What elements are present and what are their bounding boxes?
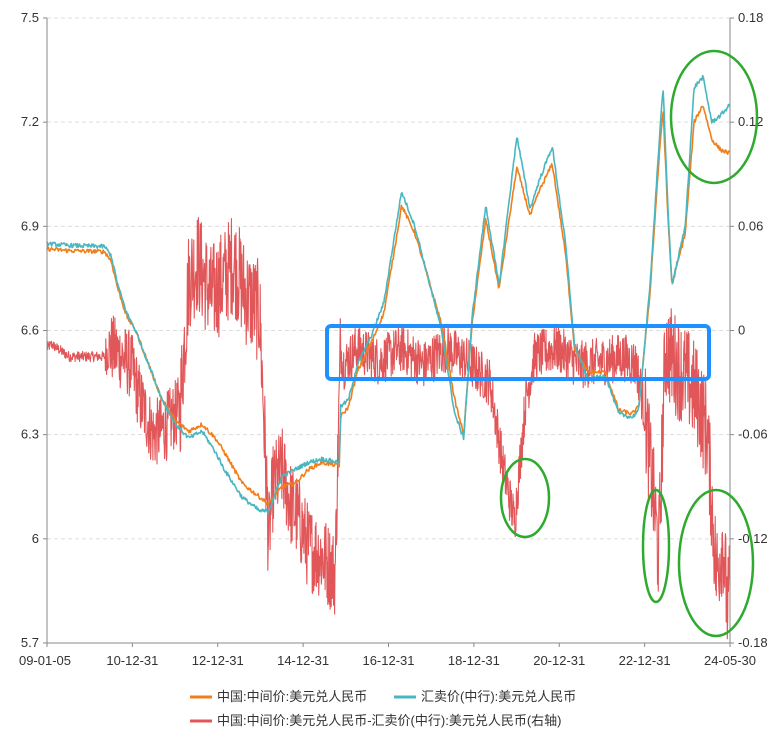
x-tick-label-2: 12-12-31: [192, 653, 244, 668]
left-tick-label-1: 6: [32, 531, 39, 546]
legend-label-1: 汇卖价(中行):美元兑人民币: [421, 689, 576, 704]
legend-label-0: 中国:中间价:美元兑人民币: [217, 689, 367, 704]
x-tick-label-1: 10-12-31: [106, 653, 158, 668]
x-tick-label-5: 18-12-31: [448, 653, 500, 668]
annotation-ellipse-3: [677, 488, 755, 638]
legend: 中国:中间价:美元兑人民币 汇卖价(中行):美元兑人民币中国:中间价:美元兑人民币…: [190, 689, 576, 728]
series-lines: [46, 74, 731, 640]
annotation-rectangle-0: [325, 324, 711, 381]
right-tick-label-3: 0: [738, 323, 745, 338]
annotations: [325, 49, 759, 638]
x-tick-label-7: 22-12-31: [619, 653, 671, 668]
x-tick-label-6: 20-12-31: [533, 653, 585, 668]
left-tick-label-0: 5.7: [21, 635, 39, 650]
right-tick-label-2: -0.06: [738, 427, 768, 442]
left-tick-label-6: 7.5: [21, 10, 39, 25]
right-tick-label-5: 0.12: [738, 114, 763, 129]
right-tick-label-6: 0.18: [738, 10, 763, 25]
x-tick-label-8: 24-05-30: [704, 653, 756, 668]
annotation-ellipse-1: [499, 457, 551, 539]
x-tick-label-4: 16-12-31: [362, 653, 414, 668]
left-tick-label-3: 6.6: [21, 323, 39, 338]
legend-label-2: 中国:中间价:美元兑人民币-汇卖价(中行):美元兑人民币(右轴): [217, 713, 561, 728]
series-line-1: [46, 74, 731, 514]
annotation-ellipse-4: [669, 49, 759, 185]
right-tick-label-0: -0.18: [738, 635, 768, 650]
x-tick-label-3: 14-12-31: [277, 653, 329, 668]
axes: 5.7 6 6.3 6.6 6.9 7.2 7.5 -0.18 -0.12 -0.06 0 0.06 0…: [19, 10, 768, 668]
annotation-ellipse-2: [641, 488, 671, 604]
grid-lines: [47, 17, 730, 540]
series-line-0: [46, 105, 731, 506]
right-tick-label-1: -0.12: [738, 531, 768, 546]
x-tick-label-0: 09-01-05: [19, 653, 71, 668]
left-tick-label-4: 6.9: [21, 218, 39, 233]
left-tick-label-2: 6.3: [21, 427, 39, 442]
right-tick-label-4: 0.06: [738, 218, 763, 233]
left-tick-label-5: 7.2: [21, 114, 39, 129]
